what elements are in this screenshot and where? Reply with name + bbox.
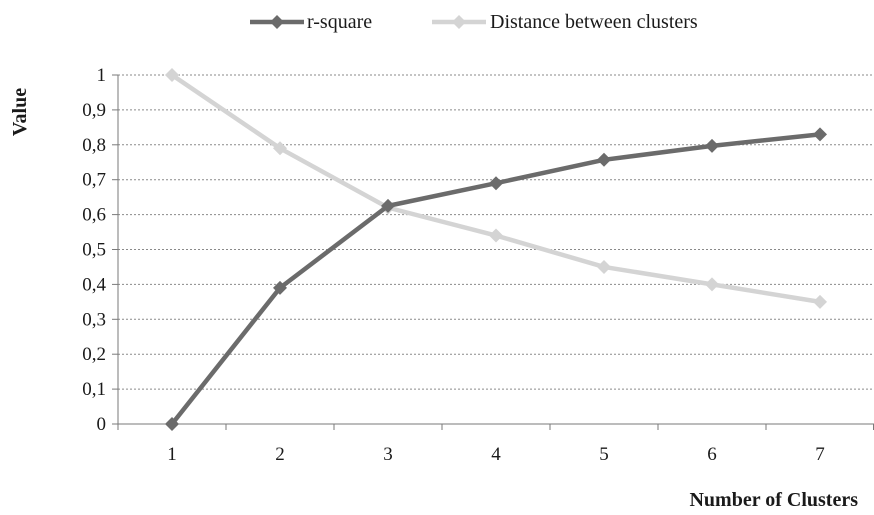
y-tick-label: 0,3 xyxy=(82,309,106,330)
y-tick-label: 0,9 xyxy=(82,100,106,121)
y-tick-label: 0,7 xyxy=(82,170,106,191)
y-tick-label: 0,4 xyxy=(82,274,106,295)
x-tick-label: 4 xyxy=(491,444,501,465)
data-point-marker xyxy=(489,176,503,191)
y-axis-title: Value xyxy=(9,88,31,136)
data-point-marker xyxy=(381,198,395,213)
data-point-marker xyxy=(813,127,827,142)
data-point-marker xyxy=(813,294,827,309)
data-point-marker xyxy=(489,228,503,243)
data-point-marker xyxy=(273,280,287,295)
gridlines xyxy=(118,74,874,390)
data-point-marker xyxy=(273,141,287,156)
y-tick-label: 0 xyxy=(97,414,107,435)
data-point-marker xyxy=(165,68,179,82)
series xyxy=(165,68,827,431)
data-point-marker xyxy=(165,417,179,431)
x-tick-label: 2 xyxy=(275,444,285,465)
legend: r-square Distance between clusters xyxy=(250,11,698,33)
legend-label: Distance between clusters xyxy=(490,11,698,33)
y-tick-label: 1 xyxy=(97,65,107,86)
x-tick-label: 3 xyxy=(383,444,393,465)
x-tick-label: 7 xyxy=(815,444,825,465)
data-point-marker xyxy=(597,152,611,167)
legend-swatch-marker xyxy=(452,15,466,29)
y-tick-labels: 0 0,1 0,2 0,3 0,4 0,5 0,6 0,7 0,8 0,9 1 xyxy=(82,65,106,435)
y-tick-label: 0,6 xyxy=(82,205,106,226)
legend-label: r-square xyxy=(307,11,372,33)
y-tick-label: 0,2 xyxy=(82,344,106,365)
x-axis-title: Number of Clusters xyxy=(689,489,858,511)
data-point-marker xyxy=(705,138,719,153)
x-tick-label: 6 xyxy=(707,444,717,465)
x-tick-label: 1 xyxy=(167,444,177,465)
legend-swatch-marker xyxy=(270,15,284,29)
x-tick-labels: 1 2 3 4 5 6 7 xyxy=(167,444,825,465)
axes xyxy=(112,74,874,430)
data-point-marker xyxy=(705,277,719,292)
y-tick-label: 0,5 xyxy=(82,240,106,261)
x-tick-label: 5 xyxy=(599,444,609,465)
y-tick-label: 0,8 xyxy=(82,135,106,156)
data-point-marker xyxy=(597,259,611,274)
y-tick-label: 0,1 xyxy=(82,379,106,400)
